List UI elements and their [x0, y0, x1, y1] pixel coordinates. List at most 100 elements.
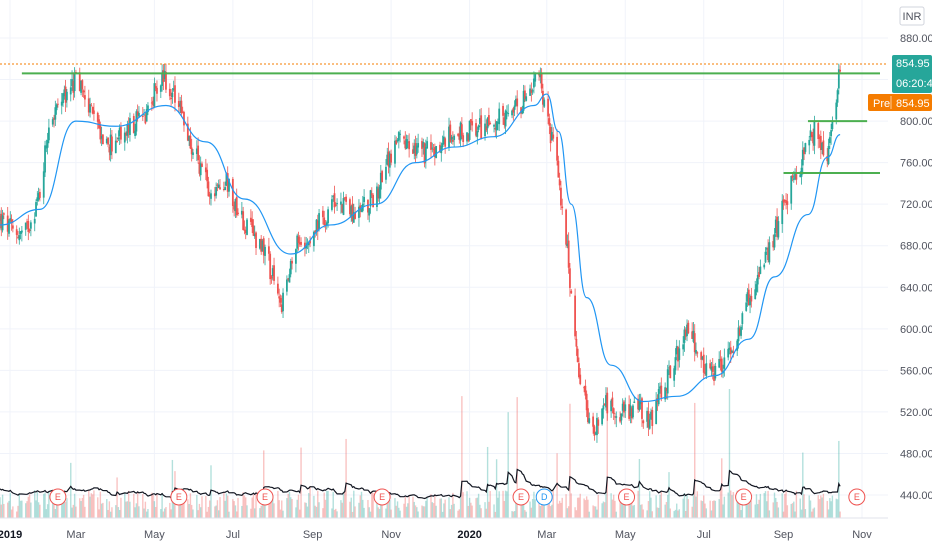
- volume-bar: [587, 499, 589, 518]
- candle-body: [307, 243, 310, 246]
- volume-bar: [669, 508, 671, 518]
- candle-body: [271, 268, 274, 277]
- volume-bar: [136, 491, 139, 518]
- candle-body: [71, 79, 73, 86]
- volume-bar: [197, 510, 199, 518]
- candle-body: [810, 131, 813, 138]
- candle-body: [26, 221, 28, 223]
- volume-bar: [485, 508, 488, 518]
- event-marker-circle: [735, 488, 753, 506]
- volume-bar: [439, 498, 441, 518]
- volume-bar: [163, 508, 166, 518]
- volume-bar: [758, 499, 760, 518]
- volume-bar: [507, 412, 509, 518]
- candle-body: [738, 328, 741, 336]
- volume-bar: [287, 493, 289, 518]
- volume-bar: [127, 490, 130, 518]
- volume-bar: [745, 494, 747, 518]
- volume-bar: [268, 494, 270, 518]
- candle-body: [423, 143, 426, 164]
- earnings-marker[interactable]: E: [735, 488, 753, 506]
- earnings-marker[interactable]: E: [618, 488, 636, 506]
- volume-bar: [520, 498, 522, 518]
- volume-bar: [822, 493, 825, 518]
- candle-body: [379, 172, 382, 190]
- volume-bar: [531, 499, 534, 518]
- candle-body: [325, 222, 328, 226]
- earnings-marker[interactable]: E: [170, 488, 188, 506]
- volume-bar: [395, 505, 397, 518]
- candle-body: [260, 238, 263, 252]
- volume-bar: [678, 509, 680, 518]
- volume-bar: [251, 497, 253, 518]
- candle-body: [504, 110, 507, 127]
- volume-bar: [704, 503, 706, 518]
- dividend-marker[interactable]: D: [535, 488, 553, 506]
- candle-body: [750, 295, 753, 302]
- candle-body: [601, 408, 604, 425]
- event-marker-circle: [373, 488, 391, 506]
- candle-body: [102, 134, 104, 145]
- volume-bar: [578, 497, 580, 518]
- volume-bar: [80, 501, 82, 518]
- volume-bar: [548, 502, 551, 518]
- volume-bar: [615, 511, 617, 518]
- volume-bar: [719, 490, 722, 518]
- candle-body: [587, 408, 589, 423]
- earnings-marker[interactable]: E: [373, 488, 391, 506]
- volume-bar: [811, 511, 813, 518]
- volume-bar: [543, 493, 545, 518]
- volume-bar: [223, 492, 225, 518]
- volume-bar: [683, 493, 686, 518]
- candle-body: [741, 313, 744, 324]
- candle-body: [309, 240, 311, 244]
- candle-body: [763, 264, 766, 268]
- volume-bar: [624, 496, 626, 518]
- volume-bar: [97, 497, 99, 518]
- candle-body: [69, 87, 72, 95]
- candle-body: [9, 218, 12, 221]
- horizontal-levels[interactable]: [21, 72, 880, 175]
- volume-bar: [812, 508, 814, 518]
- volume-bar: [376, 499, 378, 518]
- candle-body: [520, 107, 522, 114]
- volume-bar: [225, 493, 228, 518]
- volume-bar: [207, 506, 210, 518]
- volume-bar: [728, 388, 731, 518]
- earnings-marker[interactable]: E: [512, 488, 530, 506]
- candle-body: [657, 389, 660, 405]
- earnings-marker[interactable]: E: [848, 488, 866, 506]
- price-axis[interactable]: 440.00 480.00 520.00 560.00 600.00 640.00 680.…: [900, 33, 932, 502]
- candle-body: [89, 104, 91, 113]
- candle-body: [641, 398, 643, 419]
- time-axis[interactable]: 2019 Mar May Jul Sep Nov 2020 Mar May Jul Sep Nov: [0, 517, 888, 541]
- earnings-marker[interactable]: E: [49, 488, 67, 506]
- candle-body: [15, 229, 18, 235]
- candle-body: [240, 210, 243, 215]
- volume-bar: [557, 503, 560, 518]
- volume-bar: [567, 506, 570, 518]
- earnings-marker[interactable]: E: [256, 488, 274, 506]
- candle-body: [114, 140, 117, 154]
- volume-bar: [471, 505, 473, 518]
- volume-bar: [318, 502, 320, 518]
- candle-body: [460, 124, 463, 136]
- candle-body: [87, 98, 90, 113]
- candle-body: [533, 78, 535, 88]
- currency-button[interactable]: INR: [899, 6, 925, 26]
- candle-body: [249, 217, 252, 222]
- y-tick-label: 520.00: [900, 407, 932, 419]
- candle-body: [435, 146, 438, 159]
- candle-body: [165, 71, 167, 90]
- candle-body: [73, 73, 76, 92]
- volume-bar: [695, 496, 697, 518]
- volume-bar: [632, 505, 634, 518]
- candle-body: [457, 134, 459, 136]
- candle-body: [129, 118, 131, 135]
- candlesticks: [0, 63, 842, 443]
- candle-body: [406, 141, 409, 143]
- candle-body: [451, 139, 454, 142]
- candle-body: [827, 146, 830, 165]
